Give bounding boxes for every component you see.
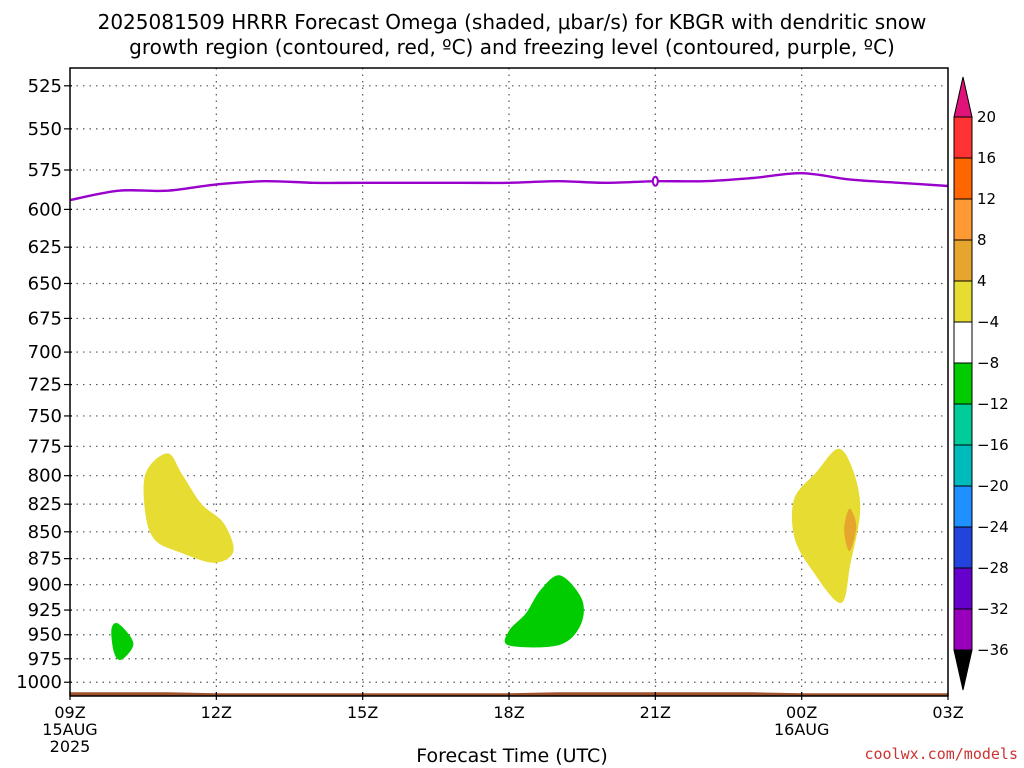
colorbar-label-8: −16	[977, 436, 1009, 454]
colorbar-bin-10	[953, 526, 973, 569]
omega-region-3	[111, 623, 134, 661]
colorbar-label-12: −32	[977, 600, 1009, 618]
colorbar-label-3: 8	[977, 231, 987, 249]
colorbar-label-5: −4	[977, 313, 999, 331]
colorbar-bin-4	[953, 280, 973, 323]
colorbar-bottom-arrow	[953, 649, 973, 691]
colorbar-bin-0	[953, 116, 973, 159]
freezing-level-line	[69, 171, 949, 202]
y-tick-label-575: 575	[28, 160, 62, 181]
colorbar-label-11: −28	[977, 559, 1009, 577]
colorbar-label-4: 4	[977, 272, 987, 290]
omega-region-4	[504, 575, 584, 648]
colorbar-bin-11	[953, 567, 973, 610]
y-tick-label-600: 600	[28, 199, 62, 220]
x-tick-label-1: 12Z	[201, 703, 232, 722]
colorbar-label-1: 16	[977, 149, 996, 167]
y-tick-label-525: 525	[28, 76, 62, 97]
y-tick-label-550: 550	[28, 119, 62, 140]
x-tick-label-0: 09Z 15AUG 2025	[42, 703, 97, 756]
colorbar-bin-8	[953, 444, 973, 487]
y-tick-label-775: 775	[28, 436, 62, 457]
colorbar-bin-7	[953, 403, 973, 446]
y-tick-label-725: 725	[28, 375, 62, 396]
y-tick-label-800: 800	[28, 466, 62, 487]
y-tick-label-675: 675	[28, 308, 62, 329]
y-tick-label-825: 825	[28, 494, 62, 515]
colorbar-bin-9	[953, 485, 973, 528]
x-tick-label-2: 15Z	[347, 703, 378, 722]
freezing-level-contour-label	[651, 175, 659, 187]
colorbar-label-2: 12	[977, 190, 996, 208]
colorbar-bin-12	[953, 608, 973, 651]
y-tick-label-950: 950	[28, 625, 62, 646]
omega-region-0	[143, 453, 234, 563]
colorbar-label-0: 20	[977, 108, 996, 126]
x-tick-label-3: 18Z	[493, 703, 524, 722]
y-tick-label-925: 925	[28, 600, 62, 621]
colorbar-label-6: −8	[977, 354, 999, 372]
y-axis-ticks: 525 550 575 600 625 650 675 700 725 750 775 800 825 8…	[16, 76, 72, 693]
colorbar-bin-6	[953, 362, 973, 405]
colorbar-bin-2	[953, 198, 973, 241]
omega-region-1	[791, 448, 861, 604]
y-tick-label-875: 875	[28, 549, 62, 570]
y-tick-label-900: 900	[28, 575, 62, 596]
y-tick-label-625: 625	[28, 237, 62, 258]
y-tick-label-975: 975	[28, 649, 62, 670]
y-tick-label-650: 650	[28, 273, 62, 294]
grid-lines	[70, 68, 948, 696]
colorbar-top-arrow	[953, 76, 973, 118]
omega-region-2	[844, 508, 857, 552]
x-axis-ticks: 09Z 15AUG 2025 12Z 15Z 18Z 21Z 00Z 16AUG 03Z	[42, 692, 964, 756]
x-tick-label-6: 03Z	[932, 703, 963, 722]
y-tick-label-700: 700	[28, 342, 62, 363]
chart-title: 2025081509 HRRR Forecast Omega (shaded, …	[97, 10, 927, 59]
credit-link[interactable]: coolwx.com/models	[864, 745, 1018, 763]
colorbar-label-7: −12	[977, 395, 1009, 413]
x-tick-label-4: 21Z	[640, 703, 671, 722]
x-tick-label-5: 00Z 16AUG	[774, 703, 829, 739]
y-tick-label-750: 750	[28, 406, 62, 427]
colorbar-label-13: −36	[977, 641, 1009, 659]
y-tick-label-850: 850	[28, 522, 62, 543]
colorbar-bin-3	[953, 239, 973, 282]
freezing-level-layer	[69, 171, 949, 202]
omega-shading	[111, 448, 861, 661]
colorbar-bin-5	[953, 321, 973, 364]
y-tick-label-1000: 1000	[16, 672, 62, 693]
colorbar-bin-1	[953, 157, 973, 200]
colorbar-label-10: −24	[977, 518, 1009, 536]
x-axis-label: Forecast Time (UTC)	[416, 745, 608, 767]
colorbar: 20 16 12 8 4 −4 −8 −12 −16 −20 −24 −28 −32 −36	[953, 76, 1009, 691]
colorbar-label-9: −20	[977, 477, 1009, 495]
